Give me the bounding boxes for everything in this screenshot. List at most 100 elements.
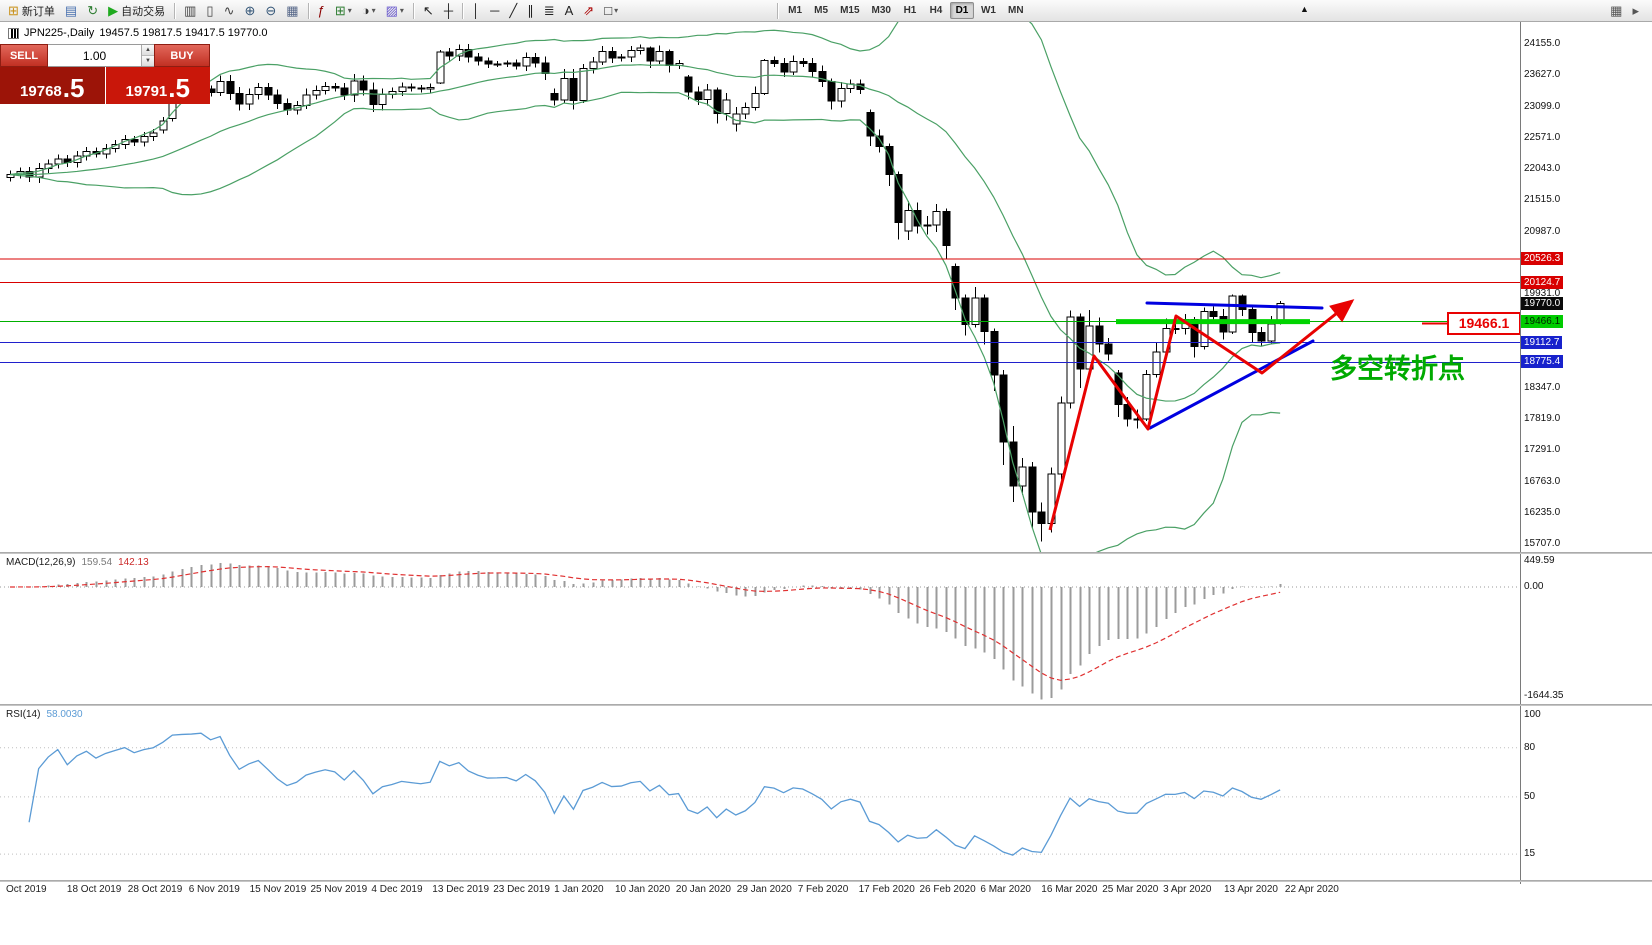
templates-button[interactable]: ▨ ▾ <box>381 1 409 20</box>
chart-title: JPN225-,Daily 19457.5 19817.5 19417.5 19… <box>8 27 268 39</box>
price-scale-label: 20987.0 <box>1524 225 1561 237</box>
price-scale-label: 22571.0 <box>1524 131 1561 143</box>
dock-indicator-icon[interactable]: ▲ <box>1300 4 1309 14</box>
timeframe-m5-button[interactable]: M5 <box>814 5 829 16</box>
time-axis[interactable]: Oct 2019 18 Oct 2019 28 Oct 2019 6 Nov 2019… <box>0 884 1652 900</box>
zoom-out-button[interactable]: ⊖ <box>260 1 281 20</box>
shapes-tool-button[interactable]: □ ▾ <box>599 1 623 20</box>
crosshair-button[interactable]: ┼ <box>439 1 458 20</box>
panel-divider-main-macd[interactable] <box>0 552 1652 554</box>
periods-button[interactable]: ◑ ▾ <box>357 1 381 20</box>
vertical-line-tool-button[interactable]: │ <box>467 1 485 20</box>
rsi-scale-label: 50 <box>1524 790 1536 802</box>
trendline-tool-button[interactable]: ╱ <box>504 1 522 20</box>
vertical-line-tool-icon: │ <box>472 3 481 18</box>
date-label: 25 Nov 2019 <box>310 884 368 895</box>
main-chart-canvas[interactable]: 19466.1 多空转折点 <box>0 22 1652 552</box>
auto-trading-icon: ▶ <box>108 3 119 18</box>
macd-name: MACD(12,26,9) <box>6 557 76 568</box>
date-label: 26 Feb 2020 <box>919 884 976 895</box>
grid-button[interactable]: ▦ <box>281 1 303 20</box>
auto-trading-label: 自动交易 <box>121 5 166 18</box>
volume-up-button[interactable]: ▲ <box>142 45 154 55</box>
buy-button[interactable]: BUY <box>154 44 210 67</box>
chart-symbol-period: JPN225-,Daily <box>24 27 95 39</box>
macd-scale-label: 0.00 <box>1524 581 1544 592</box>
zoom-in-icon: ⊕ <box>244 3 256 18</box>
toolbar-separator <box>412 2 414 19</box>
new-order-button[interactable]: ⊞ 新订单 <box>3 1 60 20</box>
timeframe-m15-button[interactable]: M15 <box>840 5 860 16</box>
periods-icon: ◑ <box>361 3 370 18</box>
toolbar-separator <box>777 2 779 19</box>
one-click-trading-widget: SELL 1.00 ▲ ▼ BUY 19768 .5 19791 .5 <box>0 44 210 104</box>
text-tool-button[interactable]: A <box>560 1 579 20</box>
buy-price-frac: .5 <box>168 72 190 103</box>
price-scale-label: 21515.0 <box>1524 194 1561 206</box>
rsi-header: RSI(14) 58.0030 <box>6 709 83 720</box>
new-chart-icon: ⊞ <box>334 3 346 18</box>
toolbar-overflow-button[interactable]: ▸ <box>1627 1 1644 20</box>
cursor-icon: ↖ <box>422 3 434 18</box>
market-watch-button[interactable]: ↻ <box>82 1 103 20</box>
new-chart-button[interactable]: ⊞ ▾ <box>330 1 357 20</box>
volume-input[interactable]: 1.00 <box>82 48 107 63</box>
zoom-out-icon: ⊖ <box>265 3 277 18</box>
chart-window-icon <box>8 27 19 39</box>
auto-trading-button[interactable]: ▶ 自动交易 <box>103 1 170 20</box>
cursor-button[interactable]: ↖ <box>418 1 439 20</box>
timeframe-m30-button[interactable]: M30 <box>871 5 891 16</box>
channel-tool-button[interactable]: ∥ <box>522 1 539 20</box>
new-order-label: 新订单 <box>21 5 55 18</box>
price-scale-label: 18347.0 <box>1524 381 1561 393</box>
profiles-button[interactable]: ▤ <box>60 1 82 20</box>
price-scale-label: 16763.0 <box>1524 475 1561 487</box>
date-label: 7 Feb 2020 <box>797 884 849 895</box>
panel-divider-rsi-dates[interactable] <box>0 880 1652 882</box>
macd-scale-label: 449.59 <box>1524 555 1555 566</box>
timeframe-d1-button[interactable]: D1 <box>949 2 974 19</box>
candlestick-mode-button[interactable]: ▯ <box>201 1 218 20</box>
text-tool-icon: A <box>564 3 574 18</box>
price-scale-label: 22043.0 <box>1524 163 1561 175</box>
blue-resistance-trendline[interactable] <box>1145 301 1324 310</box>
sell-price-button[interactable]: 19768 .5 <box>0 67 105 104</box>
date-label: 22 Apr 2020 <box>1284 884 1339 895</box>
red-trend-zigzag-arrow[interactable] <box>1048 299 1355 531</box>
buy-price-button[interactable]: 19791 .5 <box>105 67 210 104</box>
volume-down-button[interactable]: ▼ <box>142 55 154 66</box>
grid-icon: ▦ <box>286 3 299 18</box>
toolbar: ⊞ 新订单 ▤ ↻ ▶ 自动交易 ▥ ▯ ∿ ⊕ ⊖ ▦ ƒ ⊞ ▾ ◑ ▾ ▨ ▾ ↖ ┼ │ ─ ╱ ∥ ≣ A ⇗ □ ▾ M1 M5… <box>0 0 1652 22</box>
line-chart-mode-button[interactable]: ∿ <box>219 1 240 20</box>
fibonacci-tool-button[interactable]: ≣ <box>539 1 560 20</box>
buy-price-int: 19791 <box>125 83 168 100</box>
shapes-tool-dropdown-icon: ▾ <box>614 6 619 15</box>
new-chart-dropdown-icon: ▾ <box>347 6 352 15</box>
macd-panel-canvas[interactable] <box>0 554 1652 704</box>
rsi-scale-label: 80 <box>1524 741 1536 753</box>
bar-chart-mode-button[interactable]: ▥ <box>179 1 201 20</box>
macd-scale-label: -1644.35 <box>1524 689 1564 701</box>
indicators-icon: ƒ <box>317 3 325 18</box>
zoom-in-button[interactable]: ⊕ <box>239 1 260 20</box>
date-label: 3 Apr 2020 <box>1163 884 1212 895</box>
indicators-button[interactable]: ƒ <box>313 1 330 20</box>
timeframe-w1-button[interactable]: W1 <box>980 5 996 16</box>
panel-divider-macd-rsi[interactable] <box>0 704 1652 706</box>
tile-windows-button[interactable]: ▦ <box>1605 1 1627 20</box>
fibonacci-tool-icon: ≣ <box>543 3 555 18</box>
turning-point-label[interactable]: 多空转折点 <box>1330 353 1465 384</box>
toolbar-separator <box>307 2 309 19</box>
date-label: 1 Jan 2020 <box>554 884 604 895</box>
arrows-tool-button[interactable]: ⇗ <box>578 1 599 20</box>
rsi-scale-label: 15 <box>1524 848 1536 860</box>
sell-button[interactable]: SELL <box>0 44 48 67</box>
timeframe-h4-button[interactable]: H4 <box>929 5 943 16</box>
macd-signal-line <box>9 566 1281 681</box>
timeframe-h1-button[interactable]: H1 <box>903 5 917 16</box>
rsi-panel-canvas[interactable] <box>0 706 1652 880</box>
timeframe-m1-button[interactable]: M1 <box>788 5 803 16</box>
timeframe-toolbar: M1 M5 M15 M30 H1 H4 D1 W1 MN <box>773 0 1029 21</box>
timeframe-mn-button[interactable]: MN <box>1007 5 1024 16</box>
horizontal-line-tool-button[interactable]: ─ <box>485 1 504 20</box>
